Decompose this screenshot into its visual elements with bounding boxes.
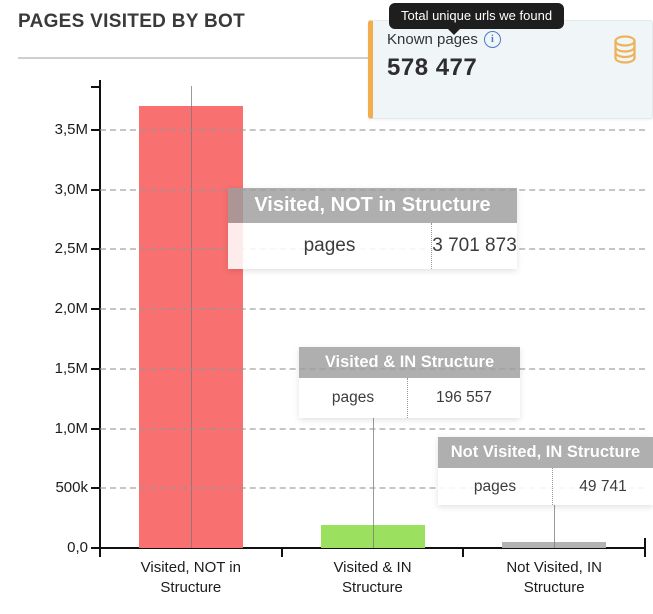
- y-axis-tick: [91, 188, 100, 191]
- tooltip-visited-not-in-structure: Visited, NOT in Structure pages 3 701 87…: [228, 188, 517, 269]
- tooltip-visited-in-structure: Visited & IN Structure pages 196 557: [299, 347, 520, 418]
- tooltip-title: Not Visited, IN Structure: [438, 437, 653, 468]
- axis-pointer-line: [190, 86, 192, 548]
- y-axis-label: 3,5M: [54, 121, 88, 138]
- y-axis-tick: [91, 129, 100, 131]
- x-axis-category-label: Not Visited, IN Structure: [506, 559, 602, 597]
- tooltip-series-label: pages: [299, 378, 408, 418]
- x-axis-tick: [462, 549, 465, 557]
- tooltip-value: 49 741: [579, 477, 627, 495]
- y-axis-label: 3,0M: [54, 180, 88, 198]
- axis-pointer-line: [554, 504, 556, 548]
- y-axis-tick: [91, 547, 100, 549]
- tooltip-value: 3 701 873: [432, 235, 517, 256]
- y-axis-tick: [91, 308, 100, 311]
- gridline: [100, 129, 645, 131]
- tooltip-series-label: pages: [228, 223, 432, 269]
- y-axis-label: 2,0M: [54, 300, 88, 318]
- x-axis-line: [99, 547, 646, 549]
- x-axis-tick: [644, 549, 646, 557]
- known-pages-value: 578 477: [387, 54, 478, 81]
- axis-pointer-line: [372, 418, 374, 548]
- info-tooltip-text: Total unique urls we found: [401, 8, 553, 23]
- y-axis-tick: [91, 427, 100, 430]
- tooltip-caret-icon: [447, 28, 461, 35]
- x-axis-endcap: [644, 538, 646, 548]
- page-title: PAGES VISITED BY BOT: [18, 11, 246, 32]
- gridline: [100, 427, 645, 430]
- title-divider: [18, 57, 368, 59]
- tooltip-value: 196 557: [435, 389, 493, 406]
- y-axis-label: 500k: [55, 479, 88, 497]
- y-axis-label: 1,0M: [54, 419, 88, 437]
- known-pages-label-row: Known pages i: [387, 31, 501, 48]
- gridline: [100, 308, 645, 311]
- tooltip-not-visited-in-structure: Not Visited, IN Structure pages 49 741: [438, 437, 653, 505]
- y-axis-label: 1,5M: [54, 359, 88, 377]
- tooltip-series-label: pages: [438, 468, 553, 505]
- y-axis-line: [99, 80, 101, 548]
- y-axis-tick: [91, 487, 100, 490]
- info-icon[interactable]: i: [483, 31, 501, 48]
- x-axis-category-label: Visited, NOT in Structure: [140, 559, 241, 597]
- y-axis-tick: [91, 248, 100, 251]
- y-axis-tick: [91, 367, 100, 370]
- info-tooltip: Total unique urls we found: [389, 3, 565, 35]
- known-pages-label: Known pages: [387, 31, 478, 48]
- y-axis-label: 0,0: [67, 539, 88, 556]
- y-axis-top-tick: [91, 86, 100, 88]
- tooltip-title: Visited & IN Structure: [299, 347, 520, 378]
- gridline: [100, 487, 645, 490]
- database-icon: [610, 34, 640, 71]
- x-axis-tick: [99, 549, 101, 557]
- y-axis-label: 2,5M: [54, 240, 88, 258]
- x-axis-category-label: Visited & IN Structure: [333, 559, 412, 597]
- x-axis-tick: [280, 549, 283, 557]
- tooltip-title: Visited, NOT in Structure: [228, 188, 517, 223]
